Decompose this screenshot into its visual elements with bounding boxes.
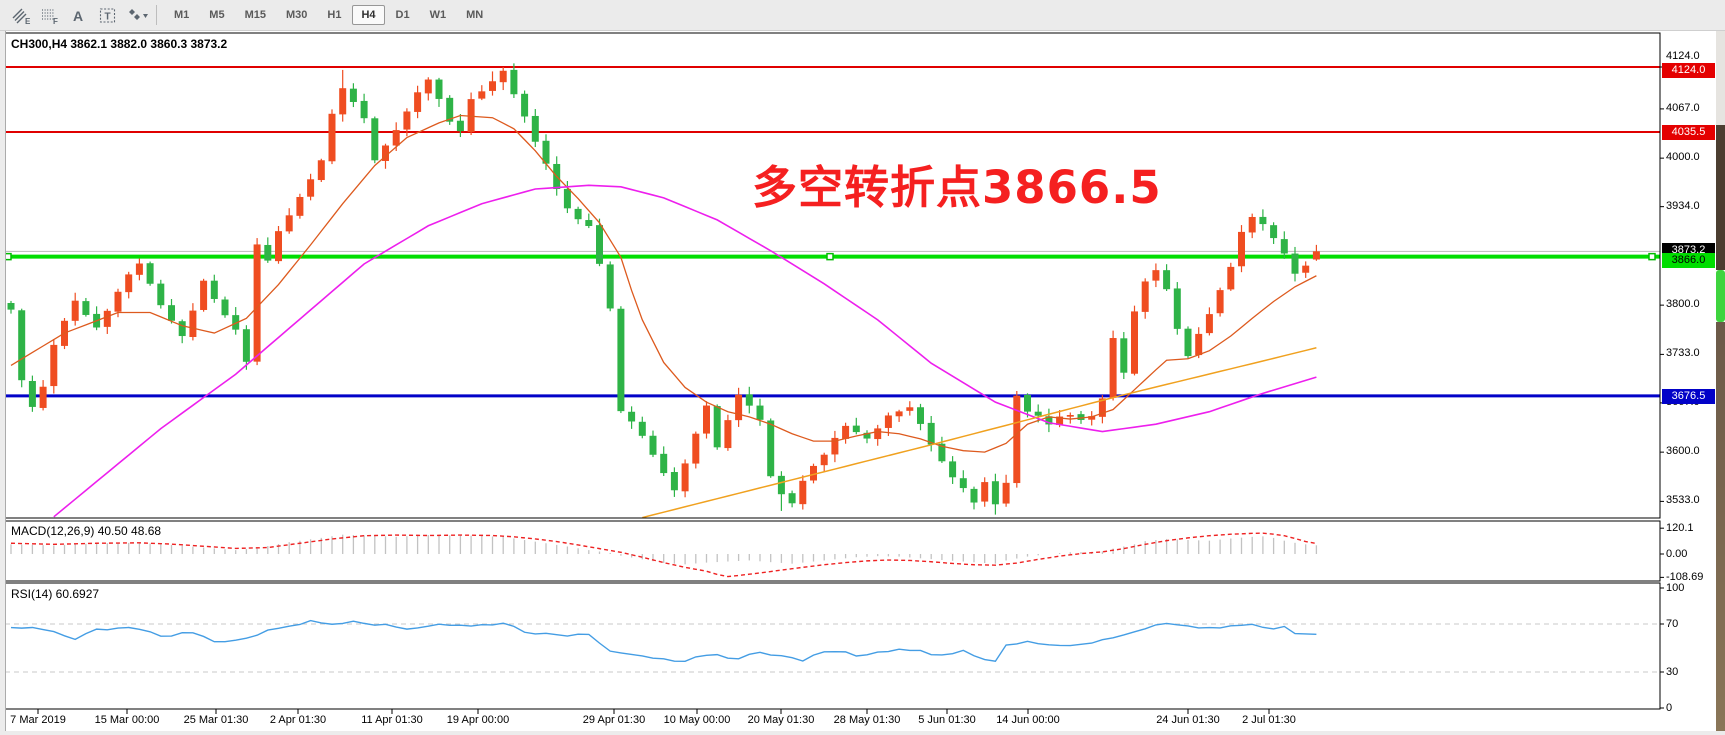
left-window-edge	[0, 31, 6, 735]
date-label: 25 Mar 01:30	[183, 714, 249, 726]
resistance-badge-mid: 4035.5	[1662, 125, 1715, 141]
line-studies-icon[interactable]: E	[7, 3, 34, 27]
timeframe-group: M1 M5 M15 M30 H1 H4 D1 W1 MN	[164, 5, 493, 25]
timeframe-m1[interactable]: M1	[174, 9, 190, 21]
price-tick-label: 3533.0	[1666, 494, 1700, 507]
timeframe-h1[interactable]: H1	[327, 9, 342, 21]
date-label: 29 Apr 01:30	[582, 714, 646, 726]
symbol-ohlc-label: CH300,H4 3862.1 3882.0 3860.3 3873.2	[11, 37, 228, 51]
date-label: 2 Jul 01:30	[1242, 714, 1296, 726]
date-label: 10 May 00:00	[663, 714, 731, 726]
bottom-window-edge	[0, 731, 1725, 735]
timeframe-mn[interactable]: MN	[466, 9, 484, 21]
pivot-annotation-text[interactable]: 多空转折点3866.5	[752, 161, 1162, 214]
rsi-axis-label: 100	[1666, 582, 1685, 594]
right-window-edge	[1716, 322, 1725, 735]
ma-fast-line[interactable]	[10, 114, 1317, 453]
desktop-green-sliver	[1716, 270, 1725, 322]
price-tick-label: 4124.0	[1666, 50, 1700, 62]
macd-axis-label: -108.69	[1666, 571, 1704, 584]
price-tick-label: 3733.0	[1666, 347, 1700, 360]
macd-signal-line	[10, 532, 1317, 578]
date-label: 24 Jun 01:30	[1156, 714, 1220, 726]
horizontal-lines	[5, 66, 1660, 398]
rsi-axis-label: 0	[1666, 702, 1673, 714]
price-tick-label: 4000.0	[1666, 151, 1700, 164]
date-label: 19 Apr 00:00	[446, 714, 510, 726]
macd-histogram	[10, 534, 1318, 565]
price-tick-label: 3934.0	[1666, 199, 1700, 212]
arrow-tools-icon[interactable]	[123, 3, 150, 27]
hline-drag-handle[interactable]	[1648, 252, 1656, 261]
right-window-edge	[1716, 125, 1725, 270]
icon-letter: F	[53, 17, 58, 25]
dropdown-caret-icon	[142, 13, 148, 18]
rsi-panel-border	[4, 582, 1661, 710]
price-tick-label: 3600.0	[1666, 445, 1700, 458]
macd-axis-label: 120.1	[1666, 522, 1694, 535]
timeframe-m5[interactable]: M5	[209, 9, 225, 21]
timeframe-m15[interactable]: M15	[244, 9, 266, 21]
date-label: 14 Jun 00:00	[996, 714, 1060, 726]
grid-icon[interactable]: F	[36, 3, 63, 27]
rsi-line	[10, 619, 1317, 663]
ma-slow-line[interactable]	[53, 184, 1317, 518]
macd-panel-border	[4, 520, 1661, 582]
icon-letter: E	[25, 17, 31, 25]
pivot-badge: 3866.0	[1662, 252, 1715, 268]
resistance-badge-high: 4124.0	[1662, 63, 1715, 78]
macd-indicator-label: MACD(12,26,9) 40.50 48.68	[11, 524, 162, 538]
toolbar-separator	[156, 5, 157, 25]
right-window-edge	[1716, 0, 1725, 125]
price-tick-label: 3800.0	[1666, 298, 1700, 311]
rsi-axis-label: 70	[1666, 618, 1679, 630]
hline-drag-handle[interactable]	[826, 252, 834, 261]
date-label: 20 May 01:30	[747, 714, 815, 726]
date-label: 15 Mar 00:00	[94, 714, 160, 726]
timeframe-m30[interactable]: M30	[285, 9, 308, 21]
date-label: 5 Jun 01:30	[918, 714, 976, 726]
text-tool-icon[interactable]: A	[65, 3, 92, 27]
icon-letter: T	[104, 11, 110, 22]
date-label: 28 May 01:30	[833, 714, 901, 726]
date-label: 2 Apr 01:30	[269, 714, 327, 726]
timeframe-w1[interactable]: W1	[429, 9, 447, 21]
label-tool-icon[interactable]: T	[94, 3, 121, 27]
date-label: 11 Apr 01:30	[361, 714, 423, 726]
toolbar: E F A T M1 M5 M15 M30 H1 H4 D1 W1 MN	[0, 0, 1725, 31]
rsi-axis-label: 30	[1666, 666, 1679, 678]
timeframe-d1[interactable]: D1	[395, 9, 410, 21]
macd-axis-label: 0.00	[1666, 548, 1688, 560]
price-tick-label: 4067.0	[1666, 101, 1700, 114]
date-label: 7 Mar 2019	[10, 714, 66, 726]
ma-long-line[interactable]	[642, 347, 1317, 519]
support-badge: 3676.5	[1662, 388, 1715, 404]
icon-letter: A	[73, 8, 83, 24]
rsi-indicator-label: RSI(14) 60.6927	[11, 587, 100, 601]
timeframe-h4[interactable]: H4	[352, 5, 385, 25]
